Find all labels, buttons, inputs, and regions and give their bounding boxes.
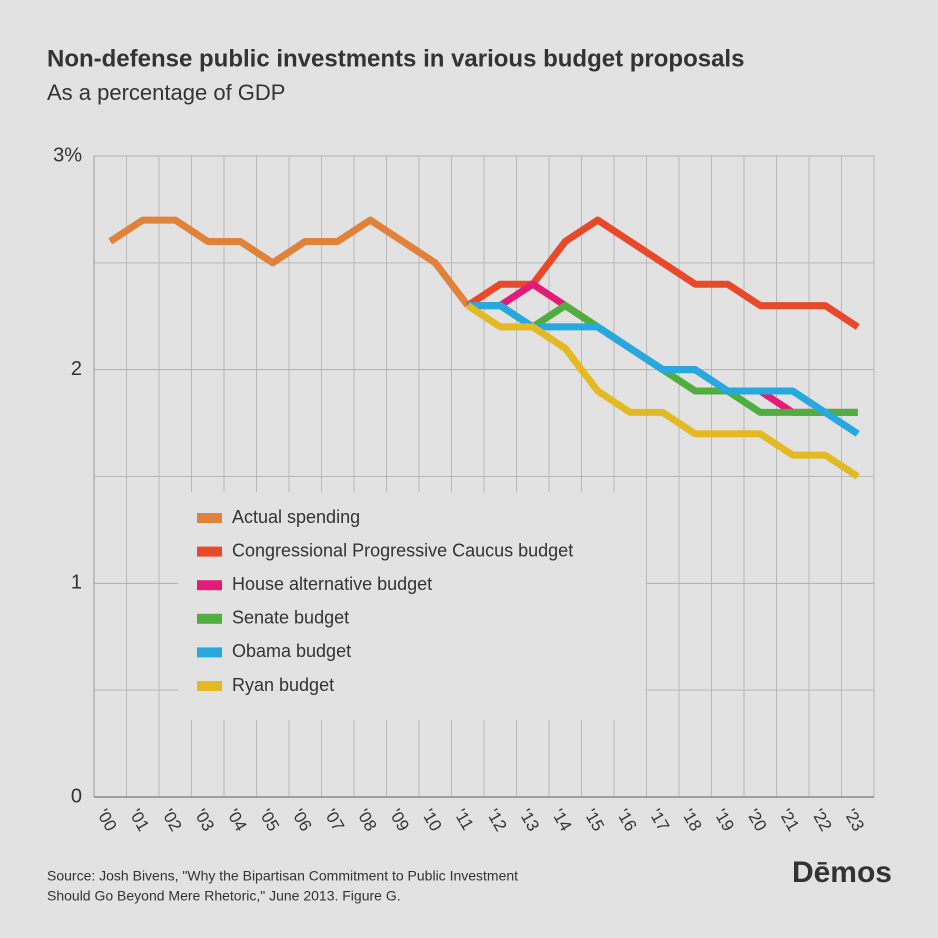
legend-label: Congressional Progressive Caucus budget xyxy=(232,540,573,560)
logo: Dēmos xyxy=(792,856,892,889)
legend-label: Actual spending xyxy=(232,507,360,527)
series-line xyxy=(108,216,471,308)
legend-label: Obama budget xyxy=(232,641,351,661)
y-tick-label: 1 xyxy=(71,572,82,594)
y-tick-label: 0 xyxy=(71,785,82,807)
y-tick-label: 3% xyxy=(53,144,82,166)
legend-label: Senate budget xyxy=(232,608,349,628)
legend-label: Ryan budget xyxy=(232,675,334,695)
legend-swatch xyxy=(197,580,222,591)
legend-swatch xyxy=(197,613,222,624)
legend-swatch xyxy=(197,546,222,557)
source: Source: Josh Bivens, "Why the Bipartisan… xyxy=(47,868,518,884)
legend-label: House alternative budget xyxy=(232,574,432,594)
y-tick-label: 2 xyxy=(71,358,82,380)
legend-swatch xyxy=(197,647,222,658)
chart-subtitle: As a percentage of GDP xyxy=(47,80,285,105)
chart-title: Non-defense public investments in variou… xyxy=(47,45,744,72)
legend-swatch xyxy=(197,513,222,523)
legend-background xyxy=(178,492,646,720)
source: Should Go Beyond Mere Rhetoric," June 20… xyxy=(47,888,401,904)
legend-swatch xyxy=(197,681,222,691)
series-line xyxy=(465,302,860,480)
